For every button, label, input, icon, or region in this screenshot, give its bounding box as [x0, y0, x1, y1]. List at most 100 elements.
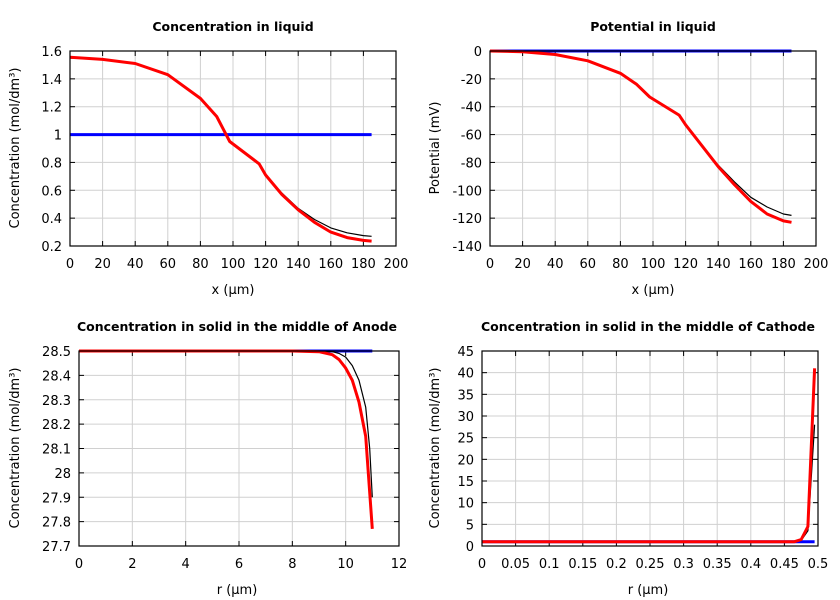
- y-tick-label: 28.1: [42, 443, 71, 458]
- x-tick-label: 0: [486, 257, 494, 272]
- x-tick-label: 0.4: [740, 557, 761, 572]
- y-tick-label: 0.4: [41, 212, 62, 227]
- plot-potential-liquid: Potential in liquid x (µm) Potential (mV…: [428, 19, 828, 298]
- y-tick-label: 35: [457, 388, 474, 403]
- y-tick-label: 27.8: [42, 516, 71, 531]
- x-tick-label: 160: [318, 257, 343, 272]
- plot-frame: [78, 350, 400, 547]
- y-tick-label: 20: [457, 453, 474, 468]
- x-tick-label: 180: [351, 257, 376, 272]
- series-line-2: [482, 368, 817, 544]
- plot-title: Concentration in solid in the middle of …: [481, 319, 815, 334]
- y-tick-label: 28.4: [42, 369, 71, 384]
- x-tick-label: 0.5: [808, 557, 829, 572]
- x-tick-label: 0.1: [539, 557, 560, 572]
- y-axis-label: Concentration (mol/dm³): [8, 368, 23, 529]
- y-tick-label: -40: [461, 101, 482, 116]
- series-line-2: [79, 349, 374, 530]
- x-axis-label: r (µm): [217, 583, 258, 598]
- x-tick-label: 8: [288, 557, 296, 572]
- x-tick-label: 0.25: [636, 557, 665, 572]
- plot-frame: [489, 50, 817, 247]
- plot-solid-anode: Concentration in solid in the middle of …: [8, 319, 407, 598]
- y-tick-label: -20: [461, 73, 482, 88]
- x-tick-label: 0: [478, 557, 486, 572]
- y-tick-label: -120: [452, 212, 482, 227]
- x-tick-label: 2: [128, 557, 136, 572]
- y-tick-label: -80: [461, 156, 482, 171]
- y-tick-label: 1.2: [41, 101, 62, 116]
- y-tick-label: 40: [457, 367, 474, 382]
- plot-title: Potential in liquid: [590, 19, 716, 34]
- x-tick-label: 0.05: [501, 557, 530, 572]
- x-tick-label: 6: [235, 557, 243, 572]
- x-tick-label: 0.35: [703, 557, 732, 572]
- y-tick-label: 1.6: [41, 45, 62, 60]
- y-tick-label: -100: [452, 184, 482, 199]
- series-line-1: [69, 57, 372, 237]
- y-tick-label: 0.6: [41, 184, 62, 199]
- y-tick-label: 28.2: [42, 418, 71, 433]
- x-axis-label: x (µm): [212, 283, 255, 298]
- y-axis-label: Concentration (mol/dm³): [8, 68, 23, 229]
- x-tick-label: 40: [547, 257, 564, 272]
- x-axis-label: r (µm): [628, 583, 669, 598]
- y-tick-label: 1: [54, 129, 62, 144]
- x-axis-label: x (µm): [632, 283, 675, 298]
- x-tick-label: 120: [253, 257, 278, 272]
- plot-frame: [69, 50, 397, 247]
- y-tick-label: -60: [461, 129, 482, 144]
- x-tick-label: 0: [75, 557, 83, 572]
- plot-title: Concentration in solid in the middle of …: [77, 319, 397, 334]
- y-tick-label: 1.4: [41, 73, 62, 88]
- y-tick-label: 0.2: [41, 240, 62, 255]
- y-axis-label: Potential (mV): [428, 102, 443, 195]
- x-tick-label: 0.3: [673, 557, 694, 572]
- x-tick-label: 40: [127, 257, 144, 272]
- y-tick-label: 30: [457, 410, 474, 425]
- plot-concentration-liquid: Concentration in liquid x (µm) Concentra…: [8, 19, 408, 298]
- x-tick-label: 10: [337, 557, 354, 572]
- x-tick-label: 120: [673, 257, 698, 272]
- y-tick-label: 27.9: [42, 491, 71, 506]
- plot-solid-cathode: Concentration in solid in the middle of …: [428, 319, 828, 598]
- x-tick-label: 0.45: [770, 557, 799, 572]
- x-tick-label: 140: [706, 257, 731, 272]
- series-line-2: [489, 49, 792, 224]
- y-tick-label: 10: [457, 497, 474, 512]
- y-tick-label: 27.7: [42, 540, 71, 555]
- x-tick-label: 160: [738, 257, 763, 272]
- x-tick-label: 140: [286, 257, 311, 272]
- x-tick-label: 60: [580, 257, 597, 272]
- x-tick-label: 200: [804, 257, 829, 272]
- y-tick-label: 28.5: [42, 345, 71, 360]
- y-tick-label: 28.3: [42, 394, 71, 409]
- y-tick-label: 45: [457, 345, 474, 360]
- x-tick-label: 80: [192, 257, 209, 272]
- plot-frame: [481, 350, 819, 547]
- y-tick-label: 25: [457, 432, 474, 447]
- y-tick-label: 28: [54, 467, 71, 482]
- plot-title: Concentration in liquid: [152, 19, 313, 34]
- x-tick-label: 12: [391, 557, 408, 572]
- series-line-2: [69, 55, 372, 243]
- y-tick-label: 0: [466, 540, 474, 555]
- x-tick-label: 100: [221, 257, 246, 272]
- y-tick-label: 0: [474, 45, 482, 60]
- y-axis-label: Concentration (mol/dm³): [428, 368, 443, 529]
- y-tick-label: 15: [457, 475, 474, 490]
- x-tick-label: 60: [160, 257, 177, 272]
- x-tick-label: 0: [66, 257, 74, 272]
- x-tick-label: 0.2: [606, 557, 627, 572]
- x-tick-label: 20: [94, 257, 111, 272]
- y-tick-label: 0.8: [41, 156, 62, 171]
- x-tick-label: 180: [771, 257, 796, 272]
- x-tick-label: 200: [384, 257, 409, 272]
- x-tick-label: 100: [641, 257, 666, 272]
- y-tick-label: -140: [452, 240, 482, 255]
- x-tick-label: 80: [612, 257, 629, 272]
- x-tick-label: 20: [514, 257, 531, 272]
- y-tick-label: 5: [466, 518, 474, 533]
- x-tick-label: 4: [182, 557, 190, 572]
